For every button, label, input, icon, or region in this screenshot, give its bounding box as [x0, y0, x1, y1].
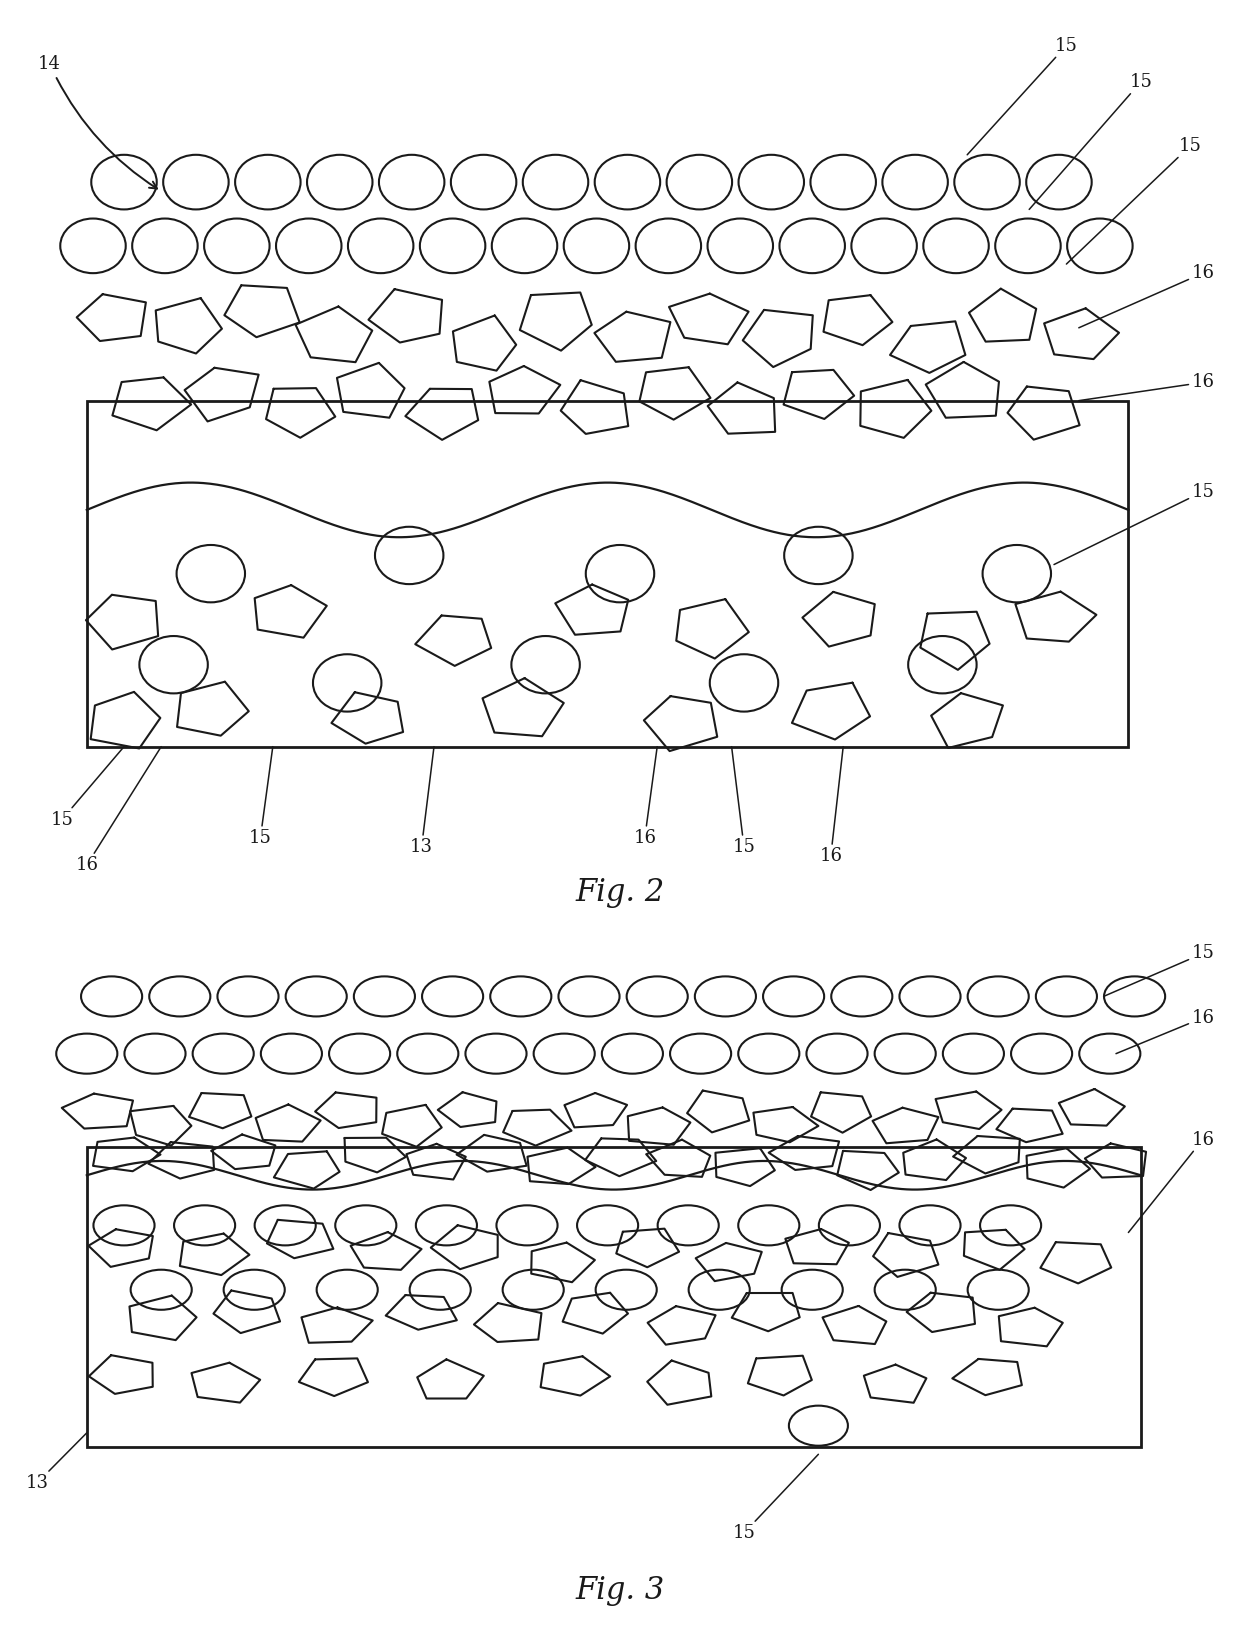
Text: 15: 15	[1054, 483, 1214, 564]
Bar	[87, 1146, 1141, 1447]
Text: 14: 14	[38, 55, 157, 189]
Text: 13: 13	[410, 746, 434, 855]
Text: Fig. 3: Fig. 3	[575, 1574, 665, 1606]
Text: 16: 16	[1116, 1008, 1214, 1054]
Text: 15: 15	[733, 1454, 818, 1541]
Text: 15: 15	[1066, 137, 1202, 263]
Text: 16: 16	[1079, 374, 1214, 400]
Text: 15: 15	[967, 36, 1078, 154]
Text: 16: 16	[820, 746, 843, 865]
Text: 16: 16	[1128, 1130, 1214, 1233]
Text: 13: 13	[26, 1433, 87, 1493]
Text: 16: 16	[76, 746, 161, 875]
Bar	[87, 400, 1128, 746]
Text: 15: 15	[1104, 945, 1214, 997]
Text: 16: 16	[1079, 263, 1214, 328]
Text: 15: 15	[732, 746, 755, 855]
Text: Fig. 2: Fig. 2	[575, 876, 665, 907]
Text: 16: 16	[634, 746, 657, 847]
Text: 15: 15	[51, 746, 124, 829]
Text: 15: 15	[249, 746, 273, 847]
Text: 15: 15	[1029, 73, 1152, 210]
